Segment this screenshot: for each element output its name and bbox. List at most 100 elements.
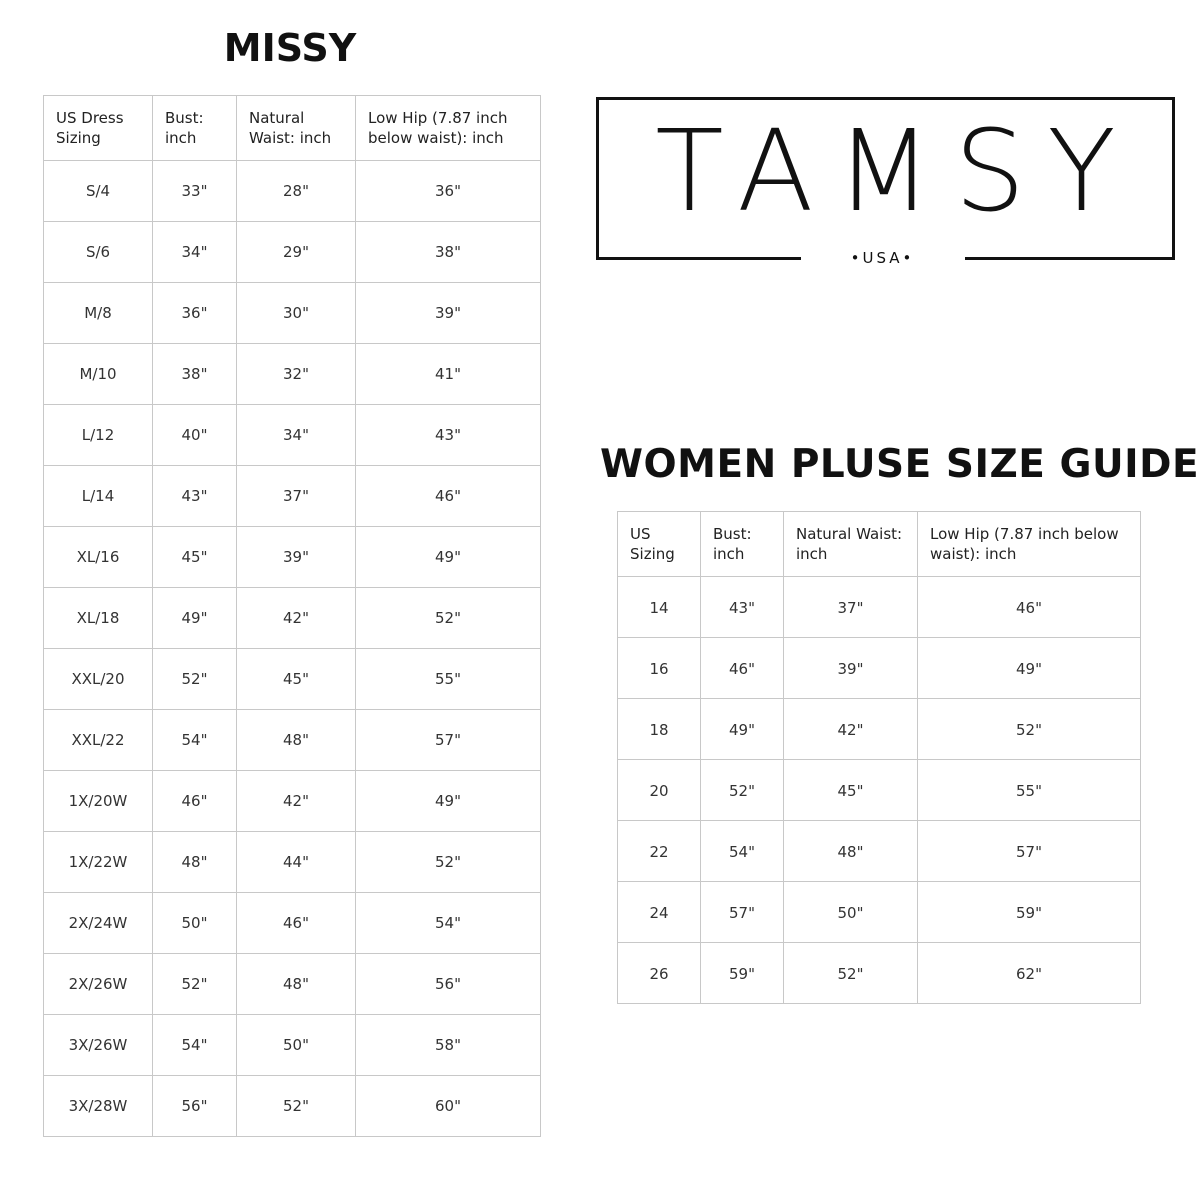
table-cell: XL/18 (43, 587, 153, 649)
table-cell: 54" (355, 892, 541, 954)
tamsy-logo: TAMSY (596, 97, 1175, 260)
table-cell: 52" (355, 831, 541, 893)
plus-size-title: WOMEN PLUSE SIZE GUIDE (600, 442, 1200, 487)
table-cell: 22 (617, 820, 701, 882)
table-cell: 50" (152, 892, 237, 954)
table-cell: 46" (700, 637, 784, 699)
table-cell: 45" (236, 648, 356, 710)
table-cell: 32" (236, 343, 356, 405)
table-cell: 16 (617, 637, 701, 699)
table-cell: 57" (355, 709, 541, 771)
missy-title: MISSY (223, 26, 357, 70)
table-cell: 18 (617, 698, 701, 760)
table-cell: 46" (917, 576, 1141, 638)
table-cell: 52" (355, 587, 541, 649)
logo-sub: •USA• (850, 249, 915, 267)
table-cell: 52" (152, 953, 237, 1015)
table-cell: 58" (355, 1014, 541, 1076)
table-row: L/14 43" 37" 46" (43, 465, 541, 527)
table-cell: 49" (700, 698, 784, 760)
table-cell: 55" (355, 648, 541, 710)
table-cell: 54" (152, 1014, 237, 1076)
table-cell: 57" (700, 881, 784, 943)
table-cell: 33" (152, 160, 237, 222)
table-row: 1X/20W 46" 42" 49" (43, 770, 541, 832)
table-row: M/10 38" 32" 41" (43, 343, 541, 405)
table-cell: 59" (700, 942, 784, 1004)
table-row: M/8 36" 30" 39" (43, 282, 541, 344)
table-cell: 57" (917, 820, 1141, 882)
table-cell: 2X/26W (43, 953, 153, 1015)
table-cell: M/8 (43, 282, 153, 344)
table-cell: 52" (917, 698, 1141, 760)
table-cell: 39" (355, 282, 541, 344)
table-cell: 36" (355, 160, 541, 222)
column-header: Natural Waist: inch (783, 511, 918, 577)
table-cell: 3X/26W (43, 1014, 153, 1076)
table-cell: 46" (355, 465, 541, 527)
table-row: XL/16 45" 39" 49" (43, 526, 541, 588)
table-cell: 54" (700, 820, 784, 882)
table-cell: XXL/20 (43, 648, 153, 710)
table-row: 14 43" 37" 46" (617, 576, 1141, 638)
column-header: Low Hip (7.87 inch below waist): inch (917, 511, 1141, 577)
table-cell: 38" (355, 221, 541, 283)
table-cell: 52" (700, 759, 784, 821)
table-row: 16 46" 39" 49" (617, 637, 1141, 699)
table-cell: 2X/24W (43, 892, 153, 954)
table-cell: 14 (617, 576, 701, 638)
table-cell: 46" (152, 770, 237, 832)
table-cell: L/12 (43, 404, 153, 466)
table-cell: 50" (783, 881, 918, 943)
table-cell: 40" (152, 404, 237, 466)
table-cell: 49" (355, 770, 541, 832)
table-cell: 43" (152, 465, 237, 527)
table-cell: 20 (617, 759, 701, 821)
table-cell: XL/16 (43, 526, 153, 588)
table-cell: 49" (917, 637, 1141, 699)
table-cell: 52" (152, 648, 237, 710)
table-cell: 3X/28W (43, 1075, 153, 1137)
column-header: US Dress Sizing (43, 95, 153, 161)
table-row: 2X/24W 50" 46" 54" (43, 892, 541, 954)
table-cell: 62" (917, 942, 1141, 1004)
table-header-row: US Sizing Bust: inch Natural Waist: inch Lo… (617, 511, 1141, 577)
table-header-row: US Dress Sizing Bust: inch Natural Waist: … (43, 95, 541, 161)
table-cell: 29" (236, 221, 356, 283)
table-cell: 45" (783, 759, 918, 821)
table-cell: 48" (236, 709, 356, 771)
table-row: 22 54" 48" 57" (617, 820, 1141, 882)
table-cell: 56" (355, 953, 541, 1015)
table-cell: 38" (152, 343, 237, 405)
table-cell: M/10 (43, 343, 153, 405)
column-header: Bust: inch (152, 95, 237, 161)
table-row: XXL/22 54" 48" 57" (43, 709, 541, 771)
table-row: XL/18 49" 42" 52" (43, 587, 541, 649)
table-row: L/12 40" 34" 43" (43, 404, 541, 466)
table-cell: 49" (152, 587, 237, 649)
column-header: Bust: inch (700, 511, 784, 577)
table-cell: 49" (355, 526, 541, 588)
table-cell: 55" (917, 759, 1141, 821)
table-row: S/4 33" 28" 36" (43, 160, 541, 222)
table-cell: 48" (783, 820, 918, 882)
table-cell: 37" (783, 576, 918, 638)
column-header: Natural Waist: inch (236, 95, 356, 161)
logo-border-right (965, 257, 1172, 260)
table-row: 20 52" 45" 55" (617, 759, 1141, 821)
table-cell: 30" (236, 282, 356, 344)
table-cell: 39" (783, 637, 918, 699)
table-cell: 42" (236, 770, 356, 832)
table-row: 2X/26W 52" 48" 56" (43, 953, 541, 1015)
table-cell: L/14 (43, 465, 153, 527)
table-cell: 60" (355, 1075, 541, 1137)
table-cell: 46" (236, 892, 356, 954)
table-cell: 59" (917, 881, 1141, 943)
table-cell: 24 (617, 881, 701, 943)
logo-brand: TAMSY (655, 107, 1138, 237)
table-cell: 48" (236, 953, 356, 1015)
table-row: 18 49" 42" 52" (617, 698, 1141, 760)
table-cell: 39" (236, 526, 356, 588)
table-row: XXL/20 52" 45" 55" (43, 648, 541, 710)
table-cell: 44" (236, 831, 356, 893)
